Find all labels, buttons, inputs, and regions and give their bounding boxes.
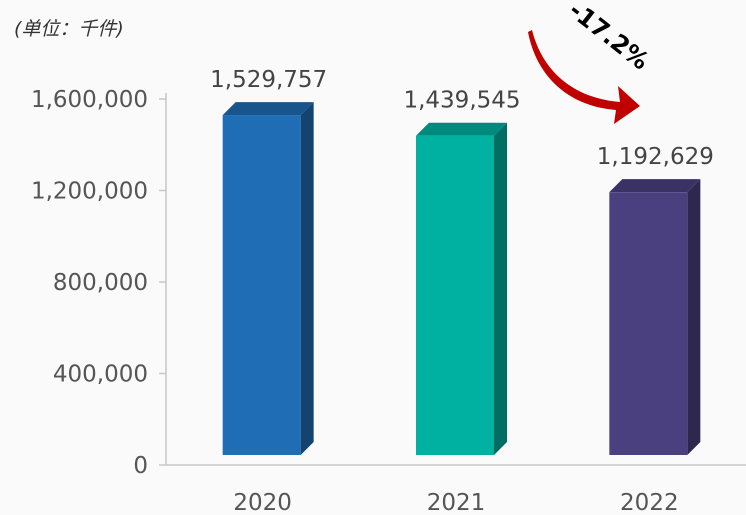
bar-top: [222, 102, 314, 116]
bar-top: [416, 122, 507, 136]
x-tick-label: 2022: [620, 490, 679, 515]
change-annotation: -17.2%: [564, 0, 655, 75]
y-tick-label: 0: [133, 453, 148, 479]
data-label: 1,439,545: [403, 88, 520, 114]
unit-label: (单位：千件): [14, 18, 124, 40]
data-label: 1,192,629: [597, 144, 714, 170]
x-tick-label: 2020: [233, 490, 292, 515]
y-tick-label: 400,000: [53, 362, 148, 388]
bar-2021: [416, 122, 507, 456]
y-tick-label: 800,000: [53, 270, 148, 296]
bar-side: [300, 102, 314, 455]
bar-top: [609, 179, 701, 193]
bar-front: [222, 115, 301, 455]
data-label: 1,529,757: [210, 67, 327, 93]
bar-2020: [222, 102, 314, 455]
decrease-arrow-icon: [528, 30, 640, 124]
bar-front: [416, 135, 494, 455]
y-tick-label: 1,200,000: [31, 179, 148, 205]
bar-2022: [609, 179, 701, 456]
bar-front: [609, 192, 688, 456]
x-tick-label: 2021: [427, 490, 486, 515]
bar-side: [687, 179, 701, 456]
y-tick-label: 1,600,000: [31, 87, 148, 113]
bar-side: [494, 122, 507, 456]
